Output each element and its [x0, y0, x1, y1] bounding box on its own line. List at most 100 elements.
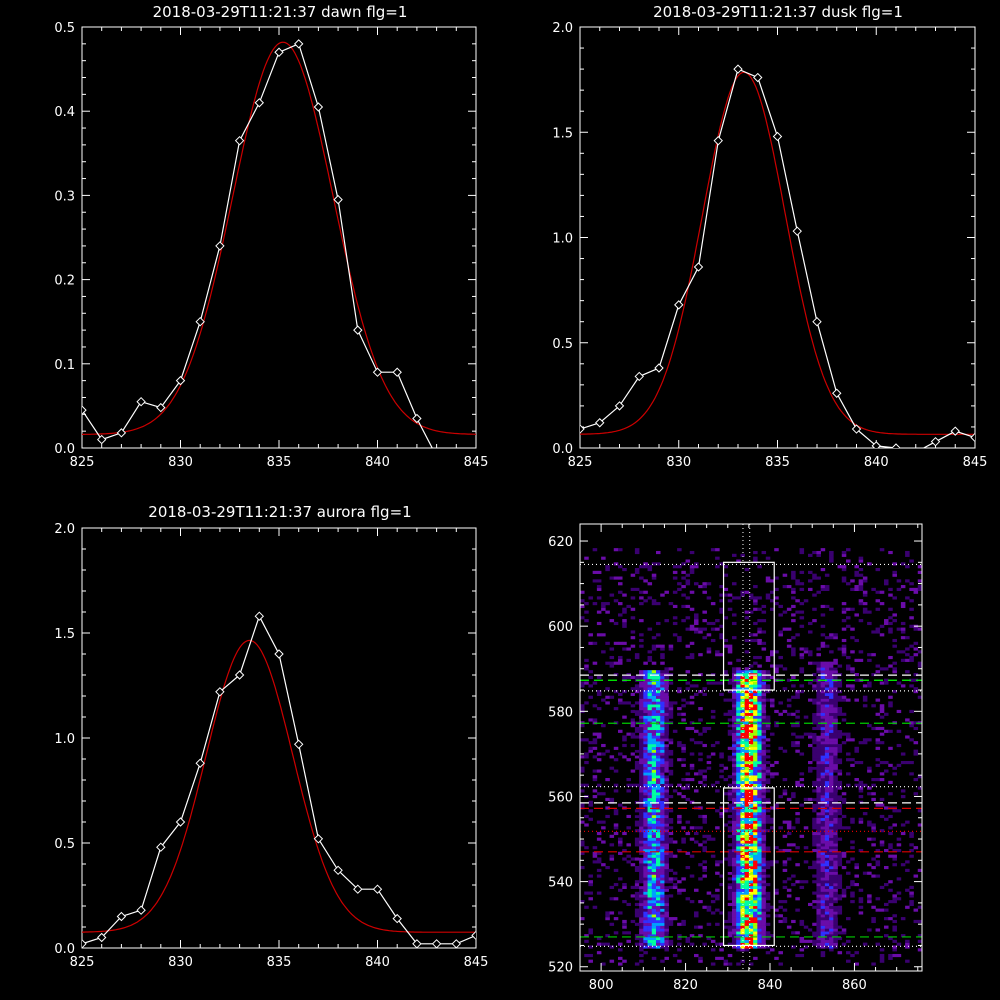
heatmap-cell [639, 891, 644, 895]
heatmap-cell [634, 812, 640, 816]
heatmap-cell [820, 902, 826, 907]
heatmap-cell [761, 704, 767, 708]
heatmap-cell [660, 823, 665, 827]
data-point-marker [116, 428, 127, 438]
heatmap-cell [829, 772, 834, 776]
heatmap-cell [816, 837, 821, 841]
heatmap-cell [647, 780, 653, 784]
heatmap-cell [660, 939, 665, 943]
heatmap-cell [824, 919, 830, 924]
heatmap-cell [829, 894, 834, 898]
heatmap-cell [744, 678, 750, 682]
y-tick-label: 560 [548, 790, 573, 805]
heatmap-cell [820, 695, 826, 699]
heatmap-cell [837, 715, 843, 719]
heatmap-cell [913, 647, 919, 651]
heatmap-cell [782, 820, 788, 824]
heatmap-cell [681, 888, 686, 892]
heatmap-cell [613, 809, 619, 813]
heatmap-cell [630, 894, 636, 898]
heatmap-cell [820, 911, 826, 915]
heatmap-cell [668, 749, 674, 753]
heatmap-cell [584, 934, 589, 938]
heatmap-cell [639, 823, 644, 827]
heatmap-cell [580, 783, 585, 787]
heatmap-cell [727, 829, 733, 833]
heatmap-cell [824, 911, 830, 915]
heatmap-cell [727, 934, 733, 938]
heatmap-cell [727, 863, 733, 867]
heatmap-cell [622, 690, 627, 694]
heatmap-cell [858, 911, 864, 915]
heatmap-cell [613, 576, 619, 580]
heatmap-cell [841, 653, 847, 657]
heatmap-cell [829, 607, 834, 611]
heatmap-cell [660, 945, 665, 949]
heatmap-cell [757, 800, 762, 804]
heatmap-cell [647, 848, 653, 853]
heatmap-cell [867, 766, 872, 770]
heatmap-cell [736, 939, 741, 943]
heatmap-cell [824, 877, 830, 881]
heatmap-cell [816, 775, 821, 779]
heatmap-cell [816, 755, 821, 759]
heatmap-cell [736, 704, 741, 708]
heatmap-cell [634, 962, 640, 966]
heatmap-cell [757, 718, 762, 722]
heatmap-cell [732, 792, 737, 796]
heatmap-cell [601, 826, 606, 830]
heatmap-cell [656, 738, 661, 742]
heatmap-cell [639, 718, 644, 722]
heatmap-cell [626, 658, 631, 662]
heatmap-cell [664, 883, 669, 887]
heatmap-cell [816, 826, 821, 830]
heatmap-cell [660, 746, 665, 750]
heatmap-cell [613, 789, 619, 793]
heatmap-cell [862, 610, 868, 614]
heatmap-cell [795, 741, 800, 745]
heatmap-cell [639, 763, 644, 767]
heatmap-cell [685, 670, 691, 674]
heatmap-cell [651, 599, 657, 603]
heatmap-cell [732, 613, 737, 617]
heatmap-cell [664, 741, 669, 745]
heatmap-cell [639, 894, 644, 898]
heatmap-cell [888, 729, 893, 733]
heatmap-cell [837, 908, 843, 912]
heatmap-cell [774, 846, 779, 850]
heatmap-cell [808, 743, 813, 748]
heatmap-cell [770, 607, 775, 611]
heatmap-cell [879, 590, 885, 594]
heatmap-cell [643, 562, 648, 566]
heatmap-cell [689, 653, 695, 657]
heatmap-cell [791, 695, 796, 699]
heatmap-cell [685, 939, 691, 943]
heatmap-cell [829, 729, 834, 733]
heatmap-cell [816, 883, 821, 887]
heatmap-cell [913, 678, 919, 682]
heatmap-cell [660, 871, 665, 875]
heatmap-cell [736, 752, 741, 756]
heatmap-cell [867, 900, 872, 904]
heatmap-cell [820, 908, 826, 912]
heatmap-cell [816, 746, 821, 750]
heatmap-cell [664, 840, 669, 844]
heatmap-cell [744, 894, 750, 898]
heatmap-cell [829, 883, 834, 887]
heatmap-cell [744, 820, 750, 824]
heatmap-cell [647, 888, 653, 892]
heatmap-cell [896, 650, 902, 654]
heatmap-cell [660, 840, 665, 844]
heatmap-cell [664, 925, 669, 929]
heatmap-cell [748, 871, 754, 875]
heatmap-cell [660, 670, 665, 674]
heatmap-cell [689, 607, 695, 611]
y-tick-label: 0.0 [54, 442, 75, 457]
heatmap-cell [816, 817, 821, 821]
heatmap-cell [829, 897, 834, 901]
heatmap-cell [896, 709, 902, 714]
heatmap-cell [841, 619, 847, 623]
heatmap-cell [592, 854, 598, 858]
heatmap-cell [833, 775, 838, 779]
heatmap-cell [651, 709, 657, 714]
